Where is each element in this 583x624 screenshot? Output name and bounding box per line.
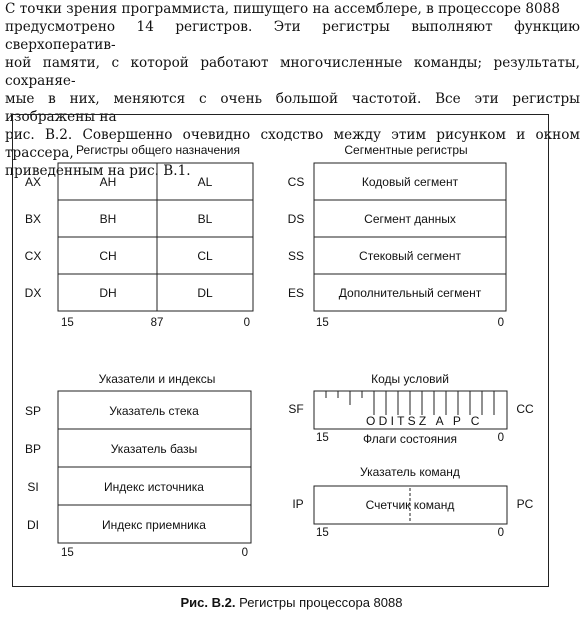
register-low-cl: CL bbox=[197, 249, 213, 263]
register-name-ss: SS bbox=[288, 249, 304, 263]
flags-right-label: CC bbox=[516, 402, 534, 416]
pointer-registers-group: Указатели и индексы SP Указатель стека B… bbox=[25, 372, 252, 559]
paragraph-line: мые в них, меняются с очень большой част… bbox=[5, 91, 580, 125]
flags-register-group: Коды условий SF CC O D I T bbox=[288, 372, 534, 446]
flags-subtitle: Флаги состояния bbox=[363, 432, 457, 446]
intro-paragraph: С точки зрения программиста, пишущего на… bbox=[5, 0, 580, 180]
bit-label-15: 15 bbox=[316, 432, 329, 444]
pointer-registers-title: Указатели и индексы bbox=[99, 372, 216, 386]
register-name-cx: CX bbox=[25, 249, 42, 263]
ip-left-label: IP bbox=[292, 497, 303, 511]
register-label-es: Дополнительный сегмент bbox=[339, 286, 482, 300]
bit-label-0: 0 bbox=[498, 317, 504, 329]
bit-label-87: 87 bbox=[151, 317, 164, 329]
register-label-di: Индекс приемника bbox=[102, 518, 206, 532]
flags-register-title: Коды условий bbox=[371, 372, 449, 386]
register-name-bp: BP bbox=[25, 442, 41, 456]
register-label-cs: Кодовый сегмент bbox=[362, 175, 459, 189]
figure-number: Рис. В.2. bbox=[180, 595, 236, 610]
paragraph-line: рис. В.2. Совершенно очевидно сходство м… bbox=[5, 127, 580, 161]
segment-registers-group: Сегментные регистры CS Кодовый сегмент D… bbox=[288, 143, 507, 329]
bit-label-15: 15 bbox=[316, 317, 329, 329]
register-name-es: ES bbox=[288, 286, 304, 300]
register-label-si: Индекс источника bbox=[104, 480, 204, 494]
flags-left-label: SF bbox=[288, 402, 303, 416]
bit-label-0: 0 bbox=[242, 547, 248, 559]
bit-label-15: 15 bbox=[61, 547, 74, 559]
bit-label-0: 0 bbox=[498, 432, 504, 444]
bit-label-15: 15 bbox=[316, 527, 329, 539]
register-name-si: SI bbox=[27, 480, 38, 494]
instruction-pointer-group: Указатель команд IP PC Счетчик команд 15… bbox=[292, 465, 533, 539]
instruction-pointer-box bbox=[313, 485, 508, 525]
register-name-sp: SP bbox=[25, 404, 41, 418]
figure-caption-text: Регистры процессора 8088 bbox=[235, 595, 403, 610]
registers-diagram: Регистры общего назначения AX AH AL BX B… bbox=[25, 143, 534, 559]
bit-label-0: 0 bbox=[244, 317, 250, 329]
register-low-bl: BL bbox=[198, 212, 213, 226]
general-registers-title: Регистры общего назначения bbox=[76, 143, 240, 157]
paragraph-line: приведенным на рис. В.1. bbox=[5, 163, 191, 179]
register-label-ss: Стековый сегмент bbox=[359, 249, 461, 263]
register-name-ax: AX bbox=[25, 175, 41, 189]
register-high-bh: BH bbox=[100, 212, 117, 226]
register-name-ds: DS bbox=[288, 212, 305, 226]
paragraph-line: ной памяти, с которой работают многочисл… bbox=[5, 55, 580, 89]
register-name-dx: DX bbox=[25, 286, 42, 300]
ip-right-label: PC bbox=[517, 497, 534, 511]
paragraph-line: С точки зрения программиста, пишущего на… bbox=[5, 1, 560, 17]
ip-label: Счетчик команд bbox=[366, 498, 455, 512]
register-name-cs: CS bbox=[288, 175, 305, 189]
register-high-ch: CH bbox=[99, 249, 116, 263]
register-label-bp: Указатель базы bbox=[111, 442, 198, 456]
paragraph-line: предусмотрено 14 регистров. Эти регистры… bbox=[5, 19, 580, 53]
register-label-sp: Указатель стека bbox=[109, 404, 199, 418]
register-low-dl: DL bbox=[197, 286, 213, 300]
general-registers-group: Регистры общего назначения AX AH AL BX B… bbox=[25, 143, 254, 329]
register-high-dh: DH bbox=[99, 286, 116, 300]
flag-letters: O D I T S Z A P C bbox=[366, 414, 480, 428]
register-label-ds: Сегмент данных bbox=[364, 212, 456, 226]
register-high-ah: AH bbox=[100, 175, 117, 189]
bit-label-0: 0 bbox=[498, 527, 504, 539]
register-name-bx: BX bbox=[25, 212, 41, 226]
segment-registers-title: Сегментные регистры bbox=[344, 143, 467, 157]
instruction-pointer-title: Указатель команд bbox=[360, 465, 460, 479]
figure-caption: Рис. В.2. Регистры процессора 8088 bbox=[0, 595, 583, 610]
flag-bit-ticks bbox=[325, 391, 495, 415]
register-name-di: DI bbox=[27, 518, 39, 532]
bit-label-15: 15 bbox=[61, 317, 74, 329]
registers-figure: Регистры общего назначения AX AH AL BX B… bbox=[12, 114, 549, 587]
register-low-al: AL bbox=[198, 175, 213, 189]
